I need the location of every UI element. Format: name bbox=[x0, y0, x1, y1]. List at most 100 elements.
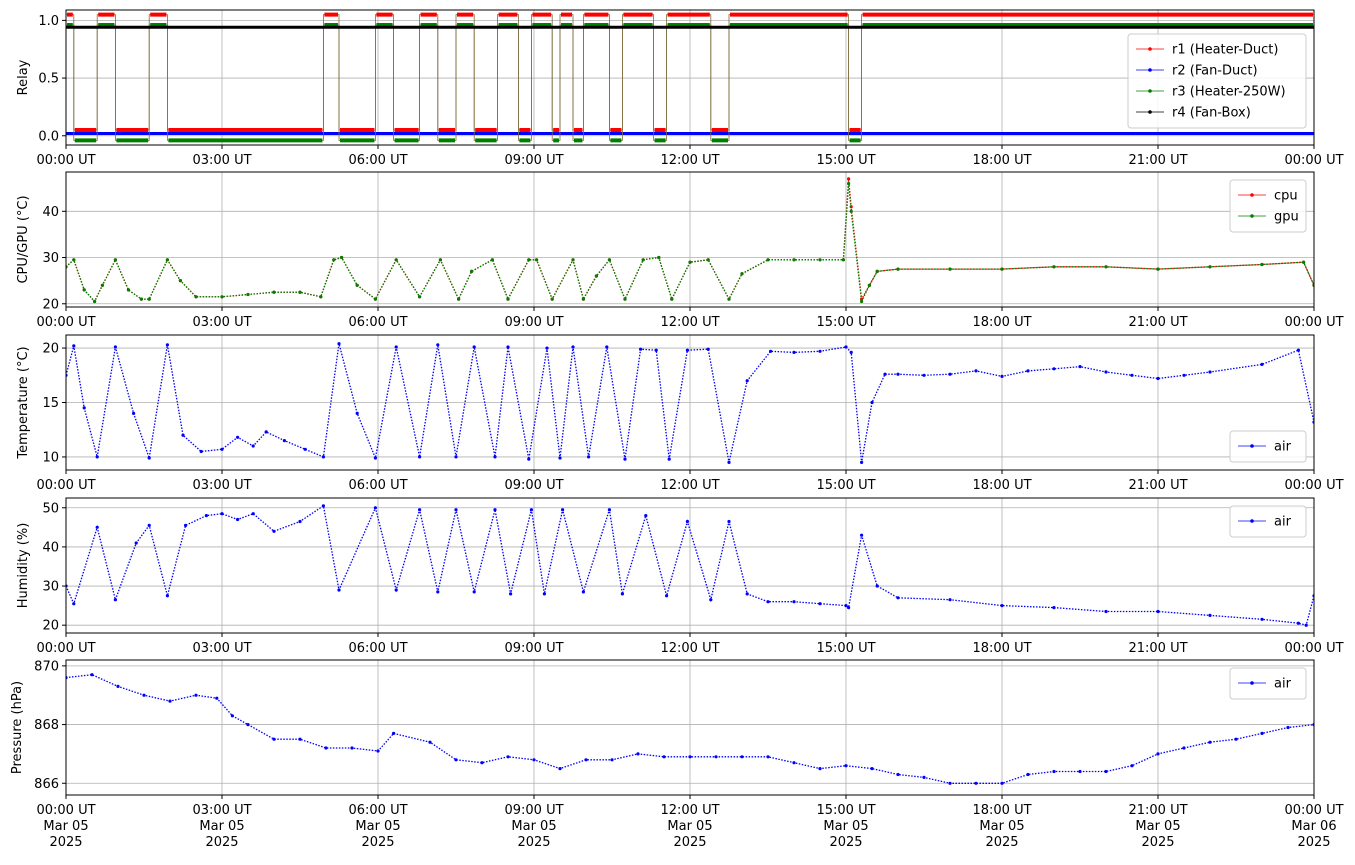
data-point-air bbox=[428, 740, 432, 744]
data-point-air bbox=[1208, 613, 1212, 618]
x-tick-label: 00:00 UT bbox=[36, 478, 95, 493]
data-point-air bbox=[792, 600, 796, 604]
data-point-air bbox=[818, 602, 822, 606]
data-point-air bbox=[558, 767, 562, 771]
plot-area bbox=[66, 504, 1314, 627]
data-point-air bbox=[1156, 376, 1160, 381]
legend: r1 (Heater-Duct) r2 (Fan-Duct) r3 (Heater-… bbox=[1127, 33, 1307, 129]
data-point-air bbox=[1130, 373, 1134, 377]
data-point-air bbox=[337, 342, 341, 346]
data-point-air bbox=[1000, 604, 1004, 608]
data-point-air bbox=[194, 693, 198, 697]
data-point-gpu bbox=[72, 258, 76, 262]
data-point-air bbox=[1130, 764, 1134, 768]
x-tick-label: 18:00 UT bbox=[972, 478, 1031, 493]
data-point-gpu bbox=[641, 258, 645, 262]
data-point-air bbox=[506, 345, 510, 349]
x-tick-label: 2025 bbox=[49, 835, 82, 850]
x-tick-label: 15:00 UT bbox=[816, 641, 875, 656]
data-point-air bbox=[766, 755, 770, 759]
data-point-air bbox=[1026, 369, 1030, 373]
data-point-gpu bbox=[113, 258, 117, 262]
data-point-gpu bbox=[506, 297, 510, 301]
x-tick-label: 21:00 UT bbox=[1128, 315, 1187, 330]
x-tick-label: 03:00 UT bbox=[192, 153, 251, 168]
x-tick-label: Mar 05 bbox=[355, 819, 400, 834]
panel-4: 20 30 40 50 00:00 UT 03:00 UT 06:00 UT 09:00 UT… bbox=[16, 497, 1344, 656]
data-point-air bbox=[974, 369, 978, 373]
legend: air bbox=[1229, 505, 1307, 538]
data-point-gpu bbox=[490, 258, 494, 262]
data-point-gpu bbox=[93, 299, 97, 304]
data-point-air bbox=[436, 590, 440, 594]
data-point-gpu bbox=[581, 297, 586, 301]
data-point-air bbox=[472, 590, 476, 594]
data-point-air bbox=[688, 755, 692, 759]
data-point-gpu bbox=[355, 283, 359, 287]
data-point-air bbox=[740, 755, 744, 759]
x-tick-label: 2025 bbox=[361, 835, 394, 850]
data-point-air bbox=[558, 456, 562, 460]
legend-label: r2 (Fan-Duct) bbox=[1172, 64, 1258, 79]
data-point-air bbox=[792, 761, 796, 765]
data-point-gpu bbox=[849, 209, 853, 213]
x-tick-label: 00:00 UT bbox=[1284, 478, 1343, 493]
y-tick-label: 40 bbox=[42, 205, 59, 220]
y-tick-label: 866 bbox=[34, 777, 59, 792]
legend-label: r4 (Fan-Box) bbox=[1172, 106, 1251, 121]
data-point-air bbox=[298, 519, 302, 524]
data-point-air bbox=[636, 752, 640, 756]
data-point-gpu bbox=[727, 297, 731, 301]
x-tick-label: 00:00 UT bbox=[1284, 315, 1343, 330]
y-axis-label: Temperature (°C) bbox=[16, 346, 31, 459]
data-point-air bbox=[1208, 740, 1212, 744]
y-tick-label: 30 bbox=[42, 580, 59, 595]
x-tick-label: 06:00 UT bbox=[348, 803, 407, 818]
y-tick-label: 20 bbox=[42, 619, 59, 634]
data-point-gpu bbox=[607, 258, 612, 262]
x-tick-label: 15:00 UT bbox=[816, 153, 875, 168]
x-tick-label: 2025 bbox=[1141, 835, 1174, 850]
data-point-gpu bbox=[470, 269, 474, 273]
data-point-air bbox=[350, 746, 354, 750]
data-point-air bbox=[532, 758, 536, 762]
data-point-air bbox=[1104, 609, 1108, 614]
x-tick-label: 2025 bbox=[205, 835, 238, 850]
data-point-air bbox=[454, 508, 458, 512]
x-tick-label: 09:00 UT bbox=[504, 153, 563, 168]
data-point-air bbox=[849, 350, 853, 354]
data-point-air bbox=[883, 372, 887, 376]
data-point-air bbox=[272, 737, 276, 741]
data-point-gpu bbox=[875, 269, 879, 273]
data-point-air bbox=[545, 346, 549, 350]
data-point-air bbox=[272, 529, 276, 533]
data-point-air bbox=[509, 592, 513, 596]
data-point-air bbox=[337, 588, 341, 592]
y-tick-label: 0.5 bbox=[38, 72, 59, 87]
data-point-air bbox=[116, 684, 120, 689]
data-point-gpu bbox=[1000, 267, 1004, 271]
x-tick-label: 06:00 UT bbox=[348, 153, 407, 168]
data-point-air bbox=[220, 512, 224, 516]
data-point-gpu bbox=[535, 258, 539, 262]
data-point-air bbox=[662, 755, 666, 759]
data-point-air bbox=[1304, 623, 1308, 627]
x-tick-label: Mar 05 bbox=[823, 819, 868, 834]
data-point-air bbox=[165, 594, 169, 598]
data-point-air bbox=[1182, 746, 1186, 750]
x-tick-label: 06:00 UT bbox=[348, 315, 407, 330]
legend-label: gpu bbox=[1274, 210, 1299, 225]
data-point-air bbox=[685, 519, 690, 524]
data-point-air bbox=[1260, 617, 1264, 621]
y-tick-label: 30 bbox=[42, 251, 59, 266]
x-tick-label: 21:00 UT bbox=[1128, 803, 1187, 818]
data-point-air bbox=[844, 604, 848, 608]
series-line-air bbox=[66, 343, 1314, 463]
data-point-air bbox=[896, 372, 900, 376]
data-point-air bbox=[709, 598, 713, 602]
data-point-air bbox=[1078, 365, 1082, 369]
data-point-air bbox=[264, 430, 268, 434]
x-tick-label: 06:00 UT bbox=[348, 478, 407, 493]
data-point-gpu bbox=[766, 258, 770, 262]
